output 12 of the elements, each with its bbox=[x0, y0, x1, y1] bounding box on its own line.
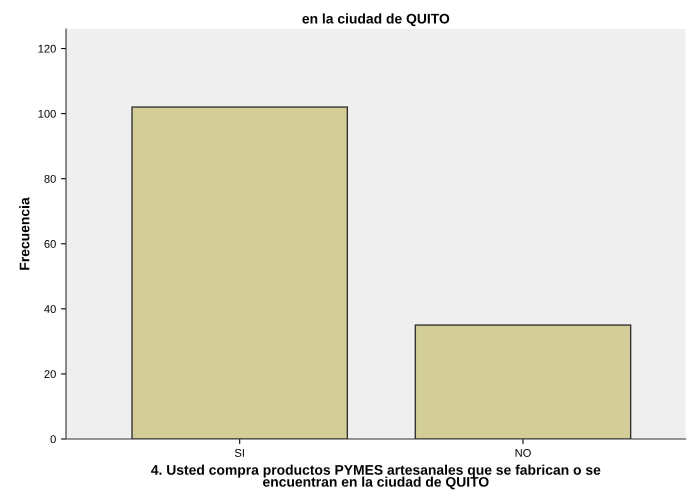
y-axis-title: Frecuencia bbox=[19, 197, 30, 270]
chart-title: en la ciudad de QUITO bbox=[302, 13, 450, 26]
x-axis-title: 4. Usted compra productos PYMES artesanales que se fabrican o se encuentran en la ciudad de QUITO bbox=[151, 464, 600, 490]
x-tick-label: NO bbox=[516, 449, 531, 457]
y-tick-label: 60 bbox=[44, 240, 56, 248]
x-tick-label: SI bbox=[234, 449, 244, 457]
y-tick-label: 80 bbox=[44, 174, 56, 183]
y-tick-label: 100 bbox=[38, 110, 56, 118]
y-tick-label: 120 bbox=[38, 44, 56, 53]
y-tick-label: 20 bbox=[44, 370, 56, 378]
y-tick-label: 40 bbox=[44, 305, 56, 313]
y-tick-label: 0 bbox=[50, 435, 56, 444]
